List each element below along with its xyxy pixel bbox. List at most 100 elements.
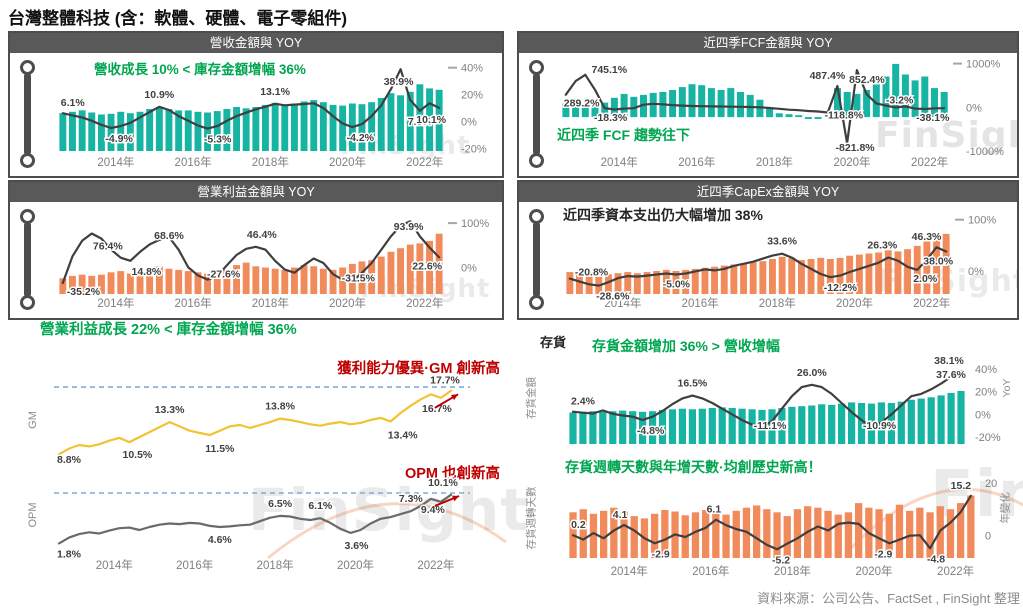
capex-annotation: 近四季資本支出仍大幅增加 38%	[563, 207, 763, 223]
slider-track[interactable]	[23, 73, 31, 155]
revenue-data-label: 10.9%	[144, 89, 174, 101]
revenue-x-tick: 2018年	[252, 155, 289, 169]
fcf-x-tick: 2018年	[756, 155, 793, 169]
fcf-panel: 近四季FCF金額與 YOY FinSight 近四季 FCF 趨勢往下 1000…	[517, 31, 1019, 178]
slider-track[interactable]	[23, 222, 31, 297]
source-footer: 資料來源：公司公告、FactSet , FinSight 整理	[757, 591, 1020, 606]
capex-panel: 近四季CapEx金額與 YOY FinSight 近四季資本支出仍大幅增加 38…	[517, 180, 1019, 320]
inv-y-tick: 0%	[975, 409, 991, 421]
fcf-y-tick: 0%	[966, 102, 982, 114]
opm-x-tick: 2022年	[417, 558, 454, 572]
capex-data-label: 46.3%	[912, 231, 942, 243]
opm-annotation: OPM 也創新高	[404, 466, 500, 482]
slider-track[interactable]	[532, 73, 540, 155]
slider-knob-bottom[interactable]	[19, 295, 35, 310]
gm-chart: 8.8% 10.5% 13.3% 11.5% 13.8% 13.4% 16.7% 17.7%	[54, 373, 470, 466]
slider-knob-bottom[interactable]	[528, 153, 544, 168]
capex-range-slider[interactable]	[527, 209, 545, 310]
days-y-tick: 0	[985, 531, 991, 543]
inv-y-tick: 40%	[975, 364, 997, 376]
slider-knob-bottom[interactable]	[528, 295, 544, 310]
fcf-y-tick: -1000%	[966, 146, 1004, 158]
revenue-panel-title: 營收金額與 YOY	[10, 33, 502, 53]
revenue-x-tick: 2016年	[175, 155, 212, 169]
opinc-x-tick: 2014年	[97, 296, 134, 310]
days-line-series	[572, 494, 972, 551]
fcf-chart: 1000% 0% -1000% 2014年 2016年 2018年 2020年 2022年 28…	[562, 59, 1004, 169]
opinc-bar-series	[59, 233, 443, 294]
revenue-x-tick: 2020年	[329, 155, 366, 169]
capex-data-label: -20.8%	[575, 267, 609, 279]
capex-x-tick: 2014年	[604, 296, 641, 310]
capex-data-label: -12.2%	[824, 282, 858, 294]
opinc-data-label: -35.2%	[67, 286, 101, 298]
capex-data-label: 26.3%	[867, 240, 897, 252]
days-x-tick: 2018年	[774, 564, 811, 578]
fcf-data-label: -3.2%	[886, 95, 914, 107]
opinc-data-label: 22.6%	[412, 260, 442, 272]
page-title: 台灣整體科技 (含：軟體、硬體、電子零組件)	[8, 9, 348, 28]
fcf-data-label: 745.1%	[591, 64, 627, 76]
days-x-tick: 2014年	[611, 564, 648, 578]
revenue-y-tick: 20%	[461, 90, 483, 102]
fcf-x-tick: 2016年	[678, 155, 715, 169]
fcf-y-tick: 1000%	[966, 59, 1000, 71]
days-data-label: -5.2	[772, 554, 790, 566]
opm-data-label: 6.5%	[268, 498, 293, 510]
inventory-days-chart: 20 0 2014年 2016年 2018年 2020年 2022年 0.2 4.1 -2.9 6.…	[569, 478, 997, 578]
revenue-data-label: -4.9%	[105, 133, 133, 145]
inv-line-series	[571, 369, 963, 429]
inv-data-label: 26.0%	[797, 367, 827, 379]
operating-income-panel: 營業利益金額與 YOY FinSight 100% 0% 2014年 2016年 201…	[8, 180, 504, 320]
opinc-range-slider[interactable]	[18, 209, 36, 310]
days-x-tick: 2020年	[855, 564, 892, 578]
opinc-data-label: 46.4%	[247, 229, 277, 241]
capex-data-label: 2.0%	[913, 273, 938, 285]
fcf-x-tick: 2022年	[911, 155, 948, 169]
opm-x-tick: 2020年	[337, 558, 374, 572]
slider-track[interactable]	[532, 222, 540, 297]
days-x-tick: 2016年	[692, 564, 729, 578]
opm-x-tick: 2018年	[257, 558, 294, 572]
capex-x-tick: 2018年	[759, 296, 796, 310]
gm-data-label: 17.7%	[430, 375, 460, 387]
revenue-panel: 營收金額與 YOY 營收成長 10% < 庫存金額增幅 36% FinSight…	[8, 31, 504, 178]
inventory-section-title: 存貨	[540, 335, 567, 350]
revenue-chart: 40% 20% 0% -20% 2014年 2016年 2018年 2020年 2022年 6.1…	[59, 63, 487, 169]
fcf-range-slider[interactable]	[527, 60, 545, 168]
revenue-y-tick: 0%	[461, 116, 477, 128]
opm-data-label: 4.6%	[208, 534, 233, 546]
gm-arrow-head	[451, 394, 458, 401]
inv-data-label: 37.6%	[936, 369, 966, 381]
days-y-tick: 20	[985, 478, 997, 490]
revenue-data-label: 13.1%	[260, 86, 290, 98]
fcf-x-tick: 2014年	[601, 155, 638, 169]
fcf-panel-title: 近四季FCF金額與 YOY	[519, 33, 1017, 53]
inv-data-label: 2.4%	[571, 396, 596, 408]
inventory-chart: 40% 20% 0% -20% 2.4% -4.8% 16.5% -11.1% 26.0% -10…	[569, 354, 1001, 444]
days-data-label: -2.9	[874, 548, 892, 560]
days-data-label: 6.1	[707, 504, 722, 516]
gm-data-label: 13.8%	[265, 401, 295, 413]
gm-line-series	[57, 389, 453, 456]
gm-data-label: 10.5%	[123, 449, 153, 461]
inventory-days-axis-label: 存貨週轉天數	[525, 486, 538, 550]
gm-data-label: 8.8%	[57, 454, 82, 466]
opinc-data-label: 68.6%	[154, 230, 184, 242]
inv-data-label: -11.1%	[754, 420, 787, 432]
gm-data-label: 13.4%	[388, 429, 418, 441]
opinc-x-tick: 2018年	[252, 296, 289, 310]
opm-data-label: 10.1%	[428, 477, 458, 489]
slider-knob-bottom[interactable]	[19, 153, 35, 168]
inv-data-label: -10.9%	[863, 420, 897, 432]
capex-data-label: 33.6%	[767, 236, 797, 248]
fcf-data-label: -118.8%	[825, 110, 864, 122]
inventory-annotation: 存貨金額增加 36% > 營收增幅	[592, 338, 780, 354]
days-data-label: 15.2	[951, 480, 972, 492]
fcf-line-series	[564, 69, 946, 145]
inv-data-label: 16.5%	[678, 378, 708, 390]
inv-data-label: 38.1%	[934, 355, 964, 367]
revenue-data-label: -4.2%	[347, 132, 375, 144]
capex-data-label: -28.6%	[596, 291, 630, 303]
revenue-range-slider[interactable]	[18, 60, 36, 168]
